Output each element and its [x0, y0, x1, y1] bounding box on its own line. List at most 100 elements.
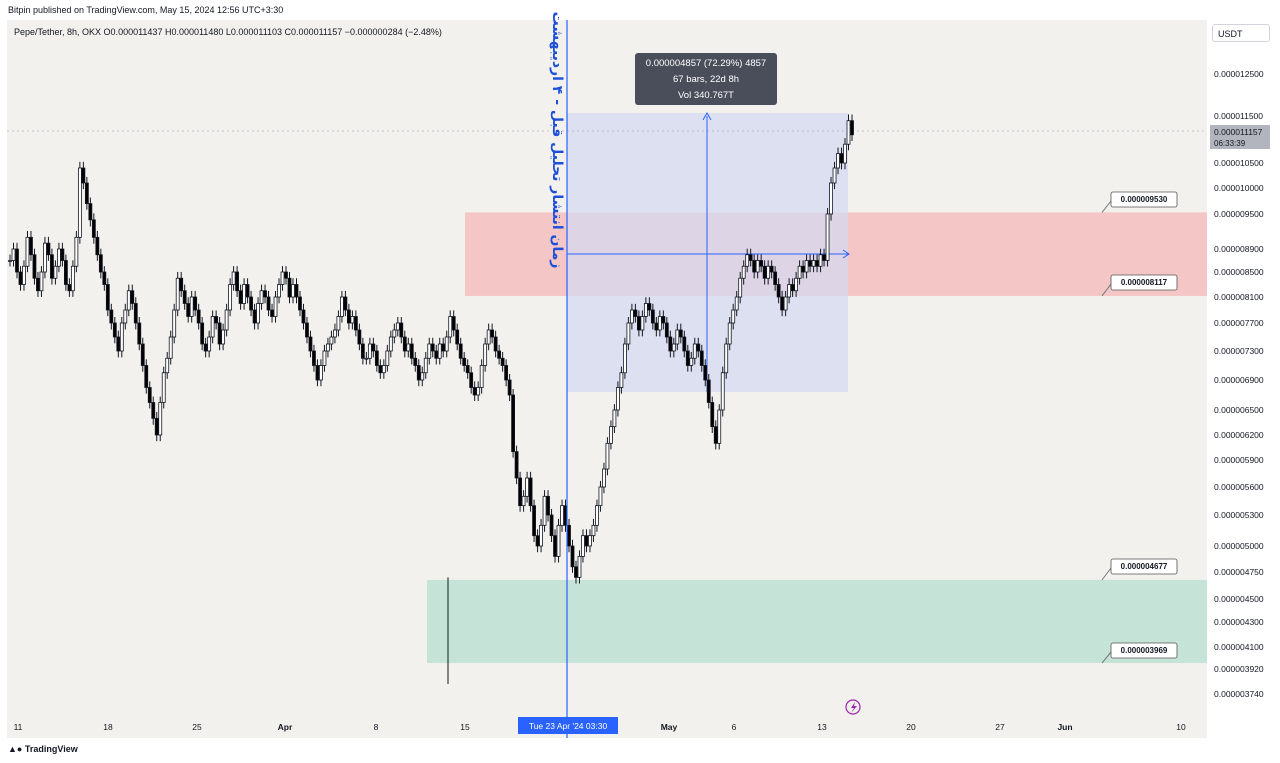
candle-body	[640, 316, 645, 331]
candle-body	[25, 236, 30, 267]
candle-body	[692, 343, 697, 359]
candle-body	[609, 426, 613, 444]
price-callout-box	[1110, 558, 1178, 575]
candle-body	[381, 365, 386, 374]
candle-body	[808, 260, 812, 267]
y-tick-label: 0.000004300	[1214, 617, 1264, 627]
x-tick-label: Jun	[1057, 722, 1072, 732]
last-price-value: 0.000011157	[1214, 127, 1263, 137]
candle-body	[605, 442, 610, 470]
publish-header: Bitpin published on TradingView.com, May…	[0, 0, 1280, 20]
candle-body	[301, 309, 306, 324]
candle-body	[374, 350, 379, 366]
candle-body	[654, 322, 659, 331]
candle-body	[455, 329, 460, 345]
candle-body	[364, 357, 369, 360]
candle-body	[161, 372, 166, 403]
candle-body	[783, 296, 788, 311]
candle-body	[787, 284, 792, 298]
x-tick-label: Apr	[278, 722, 293, 732]
candle-body	[598, 486, 603, 507]
candle-body	[77, 167, 82, 238]
candle-body	[256, 303, 260, 324]
callout-pointer	[1101, 200, 1112, 213]
candle-body	[385, 350, 390, 366]
candle-body	[112, 322, 117, 338]
candle-body	[699, 350, 704, 366]
candle-body	[168, 336, 173, 359]
currency-button[interactable]: USDT	[1212, 24, 1270, 42]
candle-body	[724, 343, 729, 374]
candle-body	[395, 322, 400, 331]
candle-body	[249, 296, 253, 311]
y-tick-label: 0.000010000	[1214, 183, 1264, 193]
tooltip-line-2: 67 bars, 22d 8h	[673, 74, 739, 85]
x-tick-label: 6	[732, 722, 737, 732]
candle-body	[832, 167, 837, 184]
candle-body	[399, 322, 404, 338]
candle-body	[811, 260, 816, 267]
candle-body	[500, 357, 505, 366]
candle-body	[556, 524, 561, 557]
y-tick-label: 0.000011500	[1214, 111, 1263, 121]
candle-body	[755, 260, 760, 273]
candle-body	[147, 387, 152, 403]
x-tick-label: 25	[192, 722, 202, 732]
candle-body	[675, 329, 680, 345]
candle-body	[553, 535, 557, 557]
candle-body	[759, 260, 764, 267]
candle-body	[36, 277, 40, 292]
candle-body	[207, 336, 212, 352]
candle-body	[151, 402, 156, 419]
candle-body	[801, 265, 805, 273]
candle-body	[542, 495, 547, 526]
price-callout-label: 0.000008117	[1121, 278, 1168, 287]
candle-body	[657, 316, 662, 331]
candle-body	[773, 271, 778, 285]
tradingview-logo[interactable]: ▲● TradingView	[8, 744, 78, 754]
candle-body	[577, 556, 582, 578]
candle-body	[186, 303, 191, 317]
candle-body	[57, 248, 61, 267]
candle-body	[469, 372, 474, 388]
candle-body	[462, 357, 467, 366]
y-tick-label: 0.000008100	[1214, 292, 1264, 302]
y-tick-label: 0.000003920	[1214, 664, 1264, 674]
price-callout-label: 0.000004677	[1121, 562, 1168, 571]
candle-body	[776, 284, 781, 298]
candle-body	[67, 284, 72, 292]
last-price-tag	[1210, 125, 1270, 149]
x-tick-label: May	[661, 722, 678, 732]
candle-body	[266, 296, 271, 311]
tooltip-line-1: 0.000004857 (72.29%) 4857	[646, 58, 766, 69]
support-zone	[427, 579, 1207, 664]
candle-body	[64, 260, 68, 285]
candle-body	[182, 290, 187, 304]
candle-body	[535, 535, 540, 547]
candle-body	[710, 402, 715, 428]
candle-body	[532, 505, 536, 537]
candle-body	[507, 379, 512, 396]
candle-body	[263, 290, 267, 298]
candle-body	[766, 265, 771, 279]
candle-body	[228, 284, 233, 311]
candle-body	[298, 296, 302, 311]
candle-body	[196, 309, 201, 324]
candle-body	[214, 316, 219, 324]
candle-body	[479, 365, 484, 388]
candle-body	[703, 365, 708, 381]
candle-body	[8, 260, 12, 262]
candle-body	[717, 409, 722, 444]
y-tick-label: 0.000004500	[1214, 594, 1264, 604]
candle-body	[420, 372, 425, 381]
logo-text: TradingView	[24, 744, 78, 754]
candle-body	[706, 379, 711, 403]
candle-body	[98, 254, 103, 273]
candle-body	[371, 343, 376, 352]
callout-pointer	[1101, 567, 1112, 581]
candle-body	[326, 343, 330, 352]
candle-body	[50, 254, 54, 279]
candle-body	[829, 182, 833, 215]
candle-body	[224, 309, 229, 331]
